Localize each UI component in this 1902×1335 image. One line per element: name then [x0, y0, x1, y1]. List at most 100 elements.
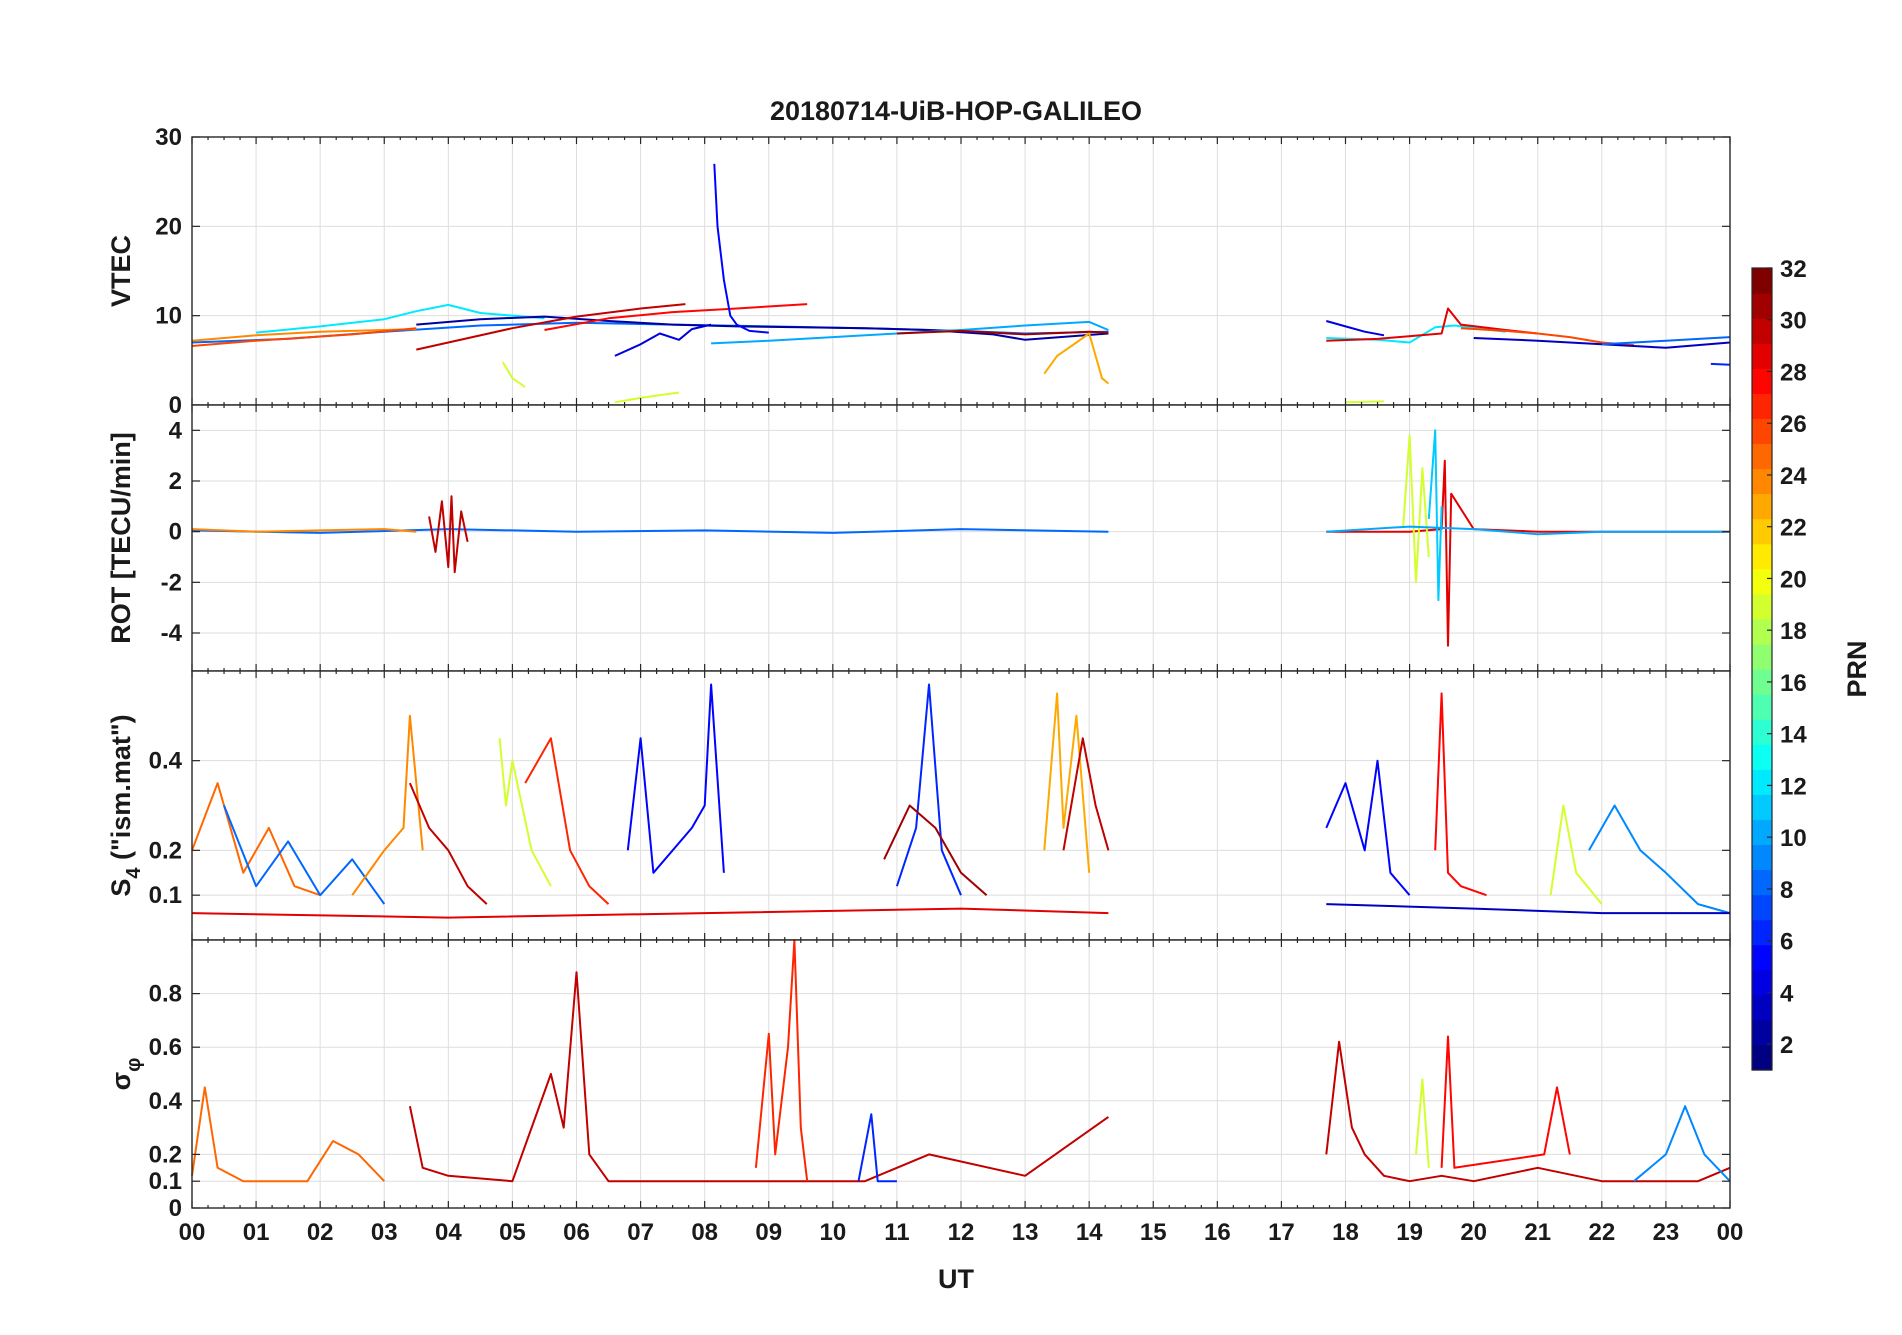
grid-lines [192, 940, 1730, 1208]
y-tick-label: 0.8 [149, 981, 182, 1008]
y-tick-label: 0.1 [149, 882, 182, 909]
series-line-prn-2 [416, 315, 1109, 341]
y-tick-label: -4 [161, 620, 183, 647]
colorbar-swatch [1752, 869, 1772, 896]
series-line-prn-8 [1601, 336, 1731, 346]
x-tick-label: 16 [1204, 1219, 1231, 1246]
colorbar-swatch [1752, 694, 1772, 720]
series-line-prn-8 [191, 528, 1109, 534]
series-line-prn-6 [857, 1113, 897, 1183]
series-line-prn-5 [1325, 759, 1411, 896]
panel-vtec: 0 10 20 30 VTEC [106, 124, 1731, 419]
colorbar-swatch [1752, 593, 1772, 620]
colorbar-tick-label: 2 [1780, 1032, 1793, 1059]
x-tick-label: 14 [1076, 1219, 1103, 1246]
colorbar-swatch [1752, 443, 1772, 470]
colorbar-tick-label: 32 [1780, 256, 1807, 283]
x-tick-label: 06 [563, 1219, 590, 1246]
y-tick-label: 0.2 [149, 1141, 182, 1168]
colorbar-tick-label: 28 [1780, 359, 1807, 386]
colorbar-swatch [1752, 969, 1772, 996]
colorbar-swatch [1752, 318, 1772, 344]
x-tick-label: 22 [1588, 1219, 1615, 1246]
series-line-prn-27 [524, 737, 610, 905]
x-tick-label: 12 [948, 1219, 975, 1246]
colorbar-swatch [1752, 543, 1772, 570]
y-tick-label: 0 [169, 519, 182, 546]
series-line-prn-12 [256, 303, 545, 334]
series-line-prn-10 [1326, 525, 1730, 536]
series-line-prn-19 [1345, 400, 1385, 404]
x-tick-label: 23 [1653, 1219, 1680, 1246]
colorbar-tick-label: 8 [1780, 877, 1793, 904]
colorbar-swatch [1752, 719, 1772, 745]
series-line-prn-30 [408, 971, 1109, 1183]
x-tick-label: 19 [1396, 1219, 1423, 1246]
y-tick-label: 0.4 [149, 748, 183, 775]
series-line-prn-31 [883, 804, 988, 896]
colorbar-swatch [1752, 944, 1772, 971]
series-line-prn-30 [408, 782, 488, 905]
panel-s4: 0.10.20.4S4 ("ism.mat") [106, 670, 1731, 941]
colorbar-swatch [1752, 994, 1772, 1021]
x-tick-label: 00 [1717, 1219, 1744, 1246]
panel-rot: -4 -2 0 2 4 ROT [TECU/min] [106, 404, 1731, 672]
series-line-prn-24 [191, 528, 417, 533]
colorbar-swatch [1752, 769, 1772, 795]
series-line-prn-30 [416, 303, 686, 351]
colorbar-swatch [1752, 794, 1772, 820]
series-line-prn-9 [1633, 1105, 1731, 1182]
x-tick-label: 20 [1460, 1219, 1487, 1246]
x-tick-label: 05 [499, 1219, 526, 1246]
series-line-prn-19 [1402, 434, 1430, 584]
series-line-prn-19 [501, 361, 526, 388]
colorbar-tick-label: 10 [1780, 825, 1807, 852]
y-tick-label: 30 [155, 124, 182, 151]
series-line-prn-8 [223, 805, 386, 905]
series-group [191, 429, 1730, 647]
y-axis-label-main: σ [106, 1072, 136, 1090]
y-axis-label: σφ [106, 1058, 145, 1091]
colorbar-swatch [1752, 368, 1772, 394]
series-group [191, 163, 1731, 404]
y-tick-label: 0.4 [149, 1088, 183, 1115]
series-line-prn-6 [1710, 362, 1731, 366]
colorbar-swatch [1752, 293, 1772, 319]
y-axis-label: ROT [TECU/min] [106, 432, 136, 643]
x-axis-label: UT [938, 1264, 974, 1294]
x-tick-label: 09 [755, 1219, 782, 1246]
series-line-prn-19 [1549, 804, 1603, 905]
colorbar-tick-label: 16 [1780, 670, 1807, 697]
x-tick-label: 17 [1268, 1219, 1295, 1246]
colorbar-swatch [1752, 894, 1772, 921]
x-tick-label: 10 [819, 1219, 846, 1246]
series-line-prn-25 [191, 782, 321, 897]
colorbar-swatch [1752, 1019, 1772, 1046]
y-tick-label: 0 [169, 1195, 182, 1222]
series-line-prn-30 [428, 495, 469, 574]
x-ticks [191, 940, 1731, 1208]
grid-lines [192, 405, 1730, 671]
y-tick-label: 10 [155, 303, 182, 330]
x-tick-label: 04 [435, 1219, 462, 1246]
colorbar-label: PRN [1842, 640, 1872, 697]
x-tick-label: 21 [1524, 1219, 1551, 1246]
colorbar-swatch [1752, 618, 1772, 645]
series-line-prn-3 [1326, 903, 1730, 915]
colorbar-tick-label: 12 [1780, 773, 1807, 800]
y-tick-label: 20 [155, 213, 182, 240]
x-tick-label: 01 [243, 1219, 270, 1246]
colorbar-tick-label: 24 [1780, 463, 1807, 490]
colorbar-swatch [1752, 268, 1772, 294]
y-tick-label: 2 [169, 468, 182, 495]
series-line-prn-29 [1326, 459, 1730, 647]
series-line-prn-4 [614, 323, 712, 357]
series-line-prn-6 [895, 683, 962, 896]
y-axis-label-subscript: 4 [123, 867, 145, 879]
series-line-prn-26 [191, 327, 417, 347]
x-tick-label: 00 [179, 1219, 206, 1246]
y-tick-label: 4 [169, 417, 183, 444]
series-line-prn-25 [191, 1086, 386, 1183]
